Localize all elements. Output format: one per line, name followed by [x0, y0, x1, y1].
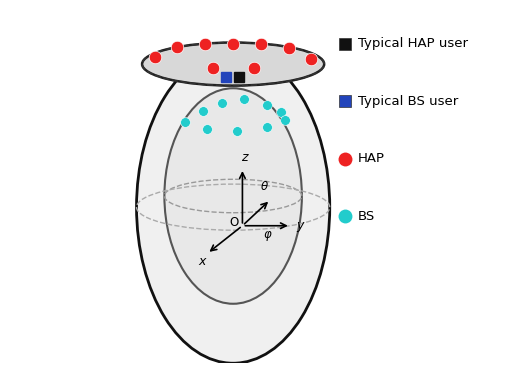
Text: $\theta$: $\theta$ — [260, 180, 269, 193]
Ellipse shape — [137, 51, 330, 363]
Text: HAP: HAP — [358, 152, 385, 165]
Text: BS: BS — [358, 210, 375, 223]
Text: O: O — [230, 216, 239, 228]
Ellipse shape — [142, 42, 324, 86]
Text: z: z — [241, 151, 247, 164]
Text: x: x — [198, 255, 205, 268]
Text: Typical HAP user: Typical HAP user — [358, 37, 468, 50]
Text: $\varphi$: $\varphi$ — [263, 229, 272, 243]
Ellipse shape — [164, 88, 302, 304]
Text: y: y — [296, 219, 304, 232]
Text: Typical BS user: Typical BS user — [358, 95, 458, 108]
